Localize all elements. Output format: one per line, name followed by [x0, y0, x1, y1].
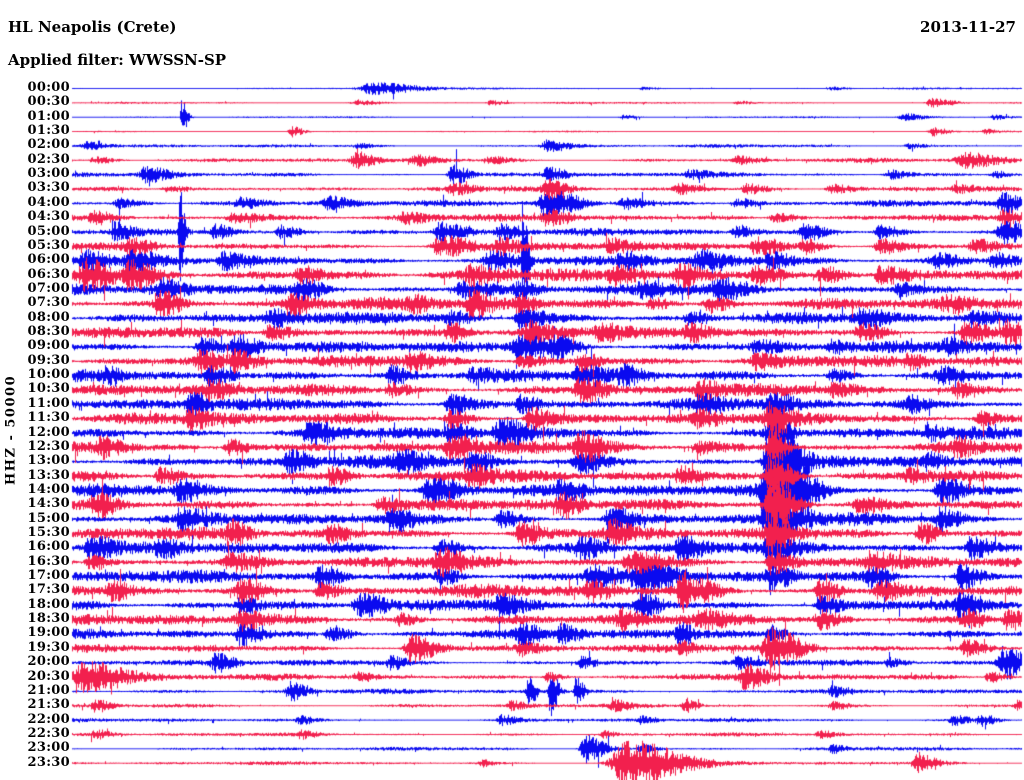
trace-time-label: 05:30	[27, 237, 70, 253]
trace-time-label: 20:00	[27, 654, 70, 670]
trace-time-label: 01:30	[27, 123, 70, 139]
trace-time-label: 23:30	[27, 754, 70, 770]
trace-time-label: 12:30	[27, 438, 70, 454]
trace-time-label: 08:30	[27, 324, 70, 340]
trace-time-label: 03:00	[27, 166, 70, 182]
trace-time-label: 14:30	[27, 496, 70, 512]
trace-time-label: 03:30	[27, 180, 70, 196]
time-axis-labels: 00:00 00:30 01:00 01:30 02:00 02:30 03:00 03:30…	[0, 0, 70, 780]
trace-time-label: 10:30	[27, 381, 70, 397]
trace-time-label: 19:00	[27, 625, 70, 641]
trace-time-label: 19:30	[27, 639, 70, 655]
trace-time-label: 22:00	[27, 711, 70, 727]
trace-time-label: 10:00	[27, 367, 70, 383]
trace-time-label: 04:00	[27, 194, 70, 210]
trace-time-label: 05:00	[27, 223, 70, 239]
trace-time-label: 02:00	[27, 137, 70, 153]
trace-time-label: 11:00	[27, 395, 70, 411]
trace-time-label: 21:00	[27, 682, 70, 698]
trace-time-label: 06:30	[27, 266, 70, 282]
trace-time-label: 16:00	[27, 539, 70, 555]
trace-time-label: 09:00	[27, 338, 70, 354]
trace-time-label: 16:30	[27, 553, 70, 569]
trace-time-label: 06:00	[27, 252, 70, 268]
trace-time-label: 15:00	[27, 510, 70, 526]
trace-time-label: 07:30	[27, 295, 70, 311]
trace-time-label: 13:30	[27, 467, 70, 483]
trace-time-label: 08:00	[27, 309, 70, 325]
trace-time-label: 02:30	[27, 151, 70, 167]
trace-time-label: 09:30	[27, 352, 70, 368]
trace-time-label: 12:00	[27, 424, 70, 440]
trace-time-label: 20:30	[27, 668, 70, 684]
trace-time-label: 23:00	[27, 740, 70, 756]
trace-time-label: 17:00	[27, 568, 70, 584]
trace-time-label: 15:30	[27, 525, 70, 540]
trace-time-label: 18:30	[27, 611, 70, 627]
trace-time-label: 17:30	[27, 582, 70, 598]
trace-time-label: 13:00	[27, 453, 70, 469]
trace-time-label: 00:30	[27, 94, 70, 110]
trace-time-label: 04:30	[27, 209, 70, 225]
trace-time-label: 22:30	[27, 725, 70, 741]
trace-time-label: 00:00	[27, 80, 70, 95]
trace-time-label: 21:30	[27, 697, 70, 713]
trace-time-label: 01:00	[27, 108, 70, 124]
trace-time-label: 11:30	[27, 410, 70, 426]
trace-time-label: 14:00	[27, 481, 70, 497]
trace-time-label: 07:00	[27, 280, 70, 296]
trace-time-label: 18:00	[27, 596, 70, 612]
